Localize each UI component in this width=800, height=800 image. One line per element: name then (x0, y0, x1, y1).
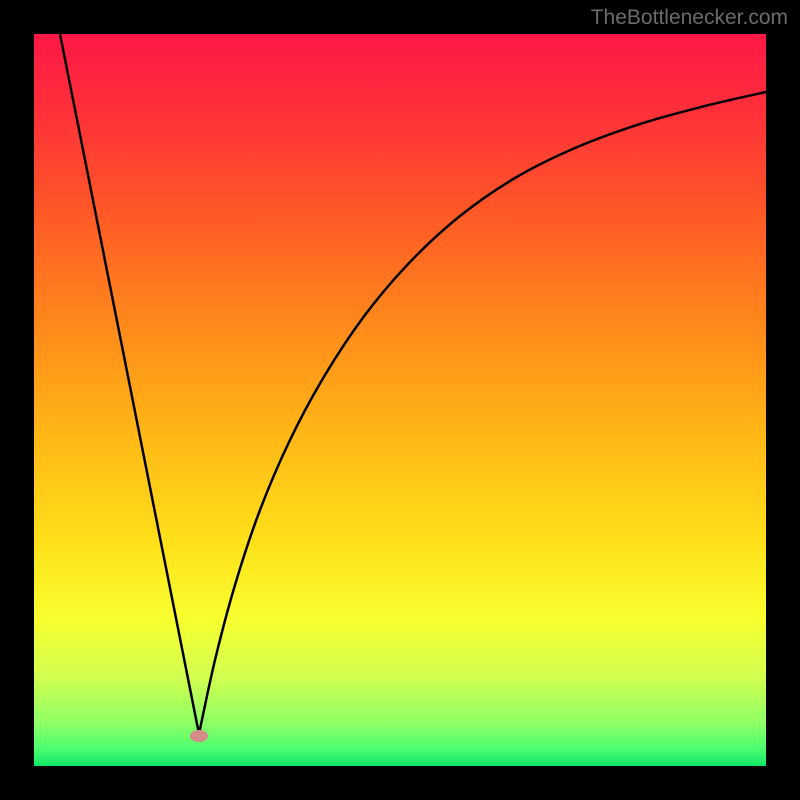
plot-area (0, 0, 800, 800)
minimum-marker (190, 730, 208, 742)
chart-svg (0, 0, 800, 800)
gradient-background (34, 34, 766, 766)
watermark-text: TheBottlenecker.com (591, 6, 788, 30)
